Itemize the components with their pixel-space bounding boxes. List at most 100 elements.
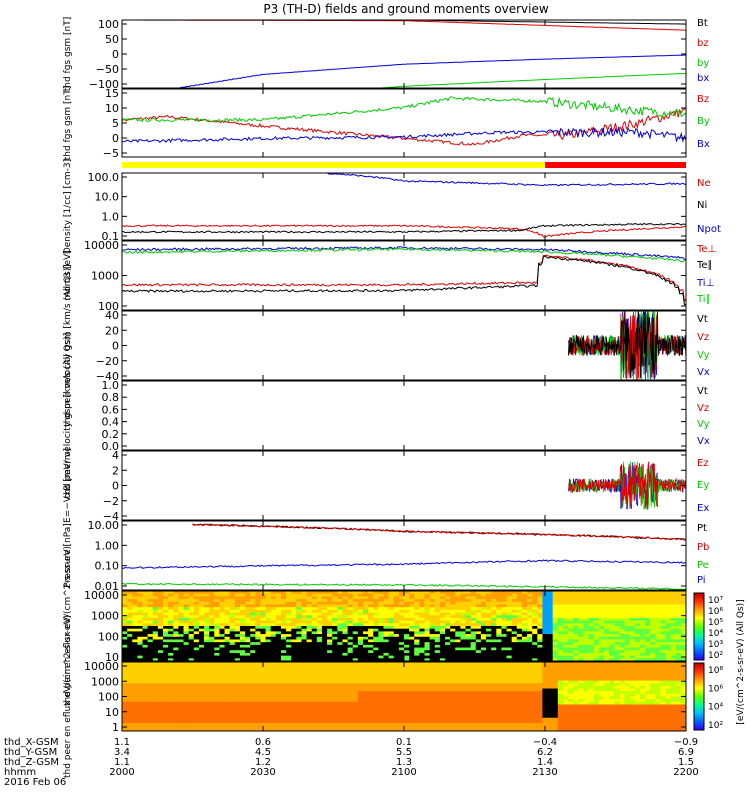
spectrogram-cell bbox=[655, 631, 661, 635]
spectrogram-cell bbox=[142, 593, 149, 597]
spectrogram-cell bbox=[306, 636, 313, 641]
spectrogram-cell bbox=[291, 728, 297, 731]
spectrogram-cell bbox=[362, 720, 369, 724]
spectrogram-cell bbox=[501, 607, 508, 611]
spectrogram-cell bbox=[547, 631, 554, 635]
spectrogram-cell bbox=[142, 615, 149, 619]
spectrogram-cell bbox=[378, 720, 385, 724]
spectrogram-cell bbox=[450, 709, 456, 714]
spectrogram-cell bbox=[280, 612, 287, 616]
spectrogram-cell bbox=[557, 644, 564, 649]
spectrogram-cell bbox=[224, 647, 231, 651]
spectrogram-cell bbox=[311, 607, 318, 611]
spectrogram-cell bbox=[239, 691, 246, 695]
spectrogram-cell bbox=[173, 615, 179, 619]
spectrogram-cell bbox=[362, 691, 369, 695]
spectrogram-cell bbox=[573, 658, 579, 661]
spectrogram-cell bbox=[209, 623, 215, 627]
spectrogram-cell bbox=[378, 717, 385, 721]
spectrogram-cell bbox=[275, 655, 282, 659]
spectrogram-cell bbox=[327, 647, 333, 651]
spectrogram-cell bbox=[424, 683, 431, 687]
spectrogram-cell bbox=[157, 672, 164, 676]
spectrogram-cell bbox=[342, 609, 349, 614]
spectrogram-cell bbox=[188, 642, 195, 646]
spectrogram-cell bbox=[178, 599, 185, 603]
spectrogram-cell bbox=[398, 599, 405, 603]
spectrogram-cell bbox=[429, 631, 436, 635]
spectrogram-cell bbox=[255, 669, 262, 674]
spectrogram-cell bbox=[342, 612, 349, 616]
spectrogram-cell bbox=[127, 620, 133, 624]
spectrogram-cell bbox=[337, 699, 344, 703]
spectrogram-cell bbox=[255, 652, 262, 657]
spectrogram-cell bbox=[311, 609, 318, 614]
spectrogram-cell bbox=[388, 728, 395, 731]
spectrogram-cell bbox=[178, 626, 185, 630]
spectrogram-cell bbox=[368, 628, 374, 632]
spectrogram-cell bbox=[665, 615, 672, 619]
spectrogram-cell bbox=[127, 723, 133, 727]
spectrogram-cell bbox=[260, 634, 267, 638]
spectrogram-cell bbox=[286, 672, 292, 676]
spectrogram-cell bbox=[629, 604, 636, 608]
spectrogram-cell bbox=[368, 728, 374, 731]
spectrogram-cell bbox=[316, 725, 323, 729]
spectrogram-cell bbox=[450, 626, 456, 630]
spectrogram-cell bbox=[168, 634, 174, 638]
spectrogram-cell bbox=[214, 609, 221, 614]
spectrogram-cell bbox=[342, 650, 349, 654]
spectrogram-cell bbox=[255, 617, 262, 622]
spectrogram-cell bbox=[475, 652, 482, 657]
spectrogram-cell bbox=[562, 652, 569, 657]
spectrogram-cell bbox=[173, 639, 179, 643]
spectrogram-cell bbox=[152, 720, 159, 724]
spectrogram-cell bbox=[291, 723, 297, 727]
spectrogram-cell bbox=[414, 612, 420, 616]
spectrogram-cell bbox=[562, 612, 569, 616]
spectrogram-cell bbox=[280, 596, 287, 600]
spectrogram-cell bbox=[193, 672, 200, 676]
spectrogram-cell bbox=[337, 717, 344, 721]
spectrogram-cell bbox=[321, 723, 328, 727]
spectrogram-cell bbox=[439, 650, 446, 654]
spectrogram-cell bbox=[296, 617, 303, 622]
spectrogram-cell bbox=[501, 617, 508, 622]
spectrogram-cell bbox=[424, 658, 431, 661]
spectrogram-cell bbox=[342, 664, 349, 668]
spectrogram-cell bbox=[127, 712, 133, 716]
spectrogram-cell bbox=[316, 715, 323, 719]
spectrogram-cell bbox=[470, 599, 477, 603]
spectrogram-cell bbox=[306, 626, 313, 630]
spectrogram-cell bbox=[250, 677, 256, 682]
spectrogram-cell bbox=[614, 599, 620, 603]
spectrogram-cell bbox=[198, 628, 205, 632]
spectrogram-cell bbox=[224, 693, 231, 698]
spectrogram-cell bbox=[321, 601, 328, 606]
spectrogram-cell bbox=[624, 634, 631, 638]
spectrogram-cell bbox=[321, 685, 328, 690]
spectrogram-cell bbox=[137, 691, 144, 695]
spectrogram-cell bbox=[316, 675, 323, 679]
spectrogram-cell bbox=[198, 617, 205, 622]
legend-entry: By bbox=[697, 116, 710, 127]
spectrogram-cell bbox=[291, 631, 297, 635]
spectrogram-cell bbox=[152, 601, 159, 606]
spectrogram-cell bbox=[424, 675, 431, 679]
spectrogram-cell bbox=[245, 658, 251, 661]
spectrogram-cell bbox=[404, 688, 410, 692]
spectrogram-cell bbox=[480, 644, 487, 649]
spectrogram-cell bbox=[342, 658, 349, 661]
spectrogram-cell bbox=[491, 631, 497, 635]
spectrogram-cell bbox=[173, 620, 179, 624]
spectrogram-cell bbox=[455, 669, 461, 674]
spectrogram-cell bbox=[419, 626, 426, 630]
spectrogram-cell bbox=[188, 709, 195, 714]
spectrogram-cell bbox=[511, 639, 518, 643]
spectrogram-cell bbox=[357, 662, 364, 666]
spectrogram-cell bbox=[204, 691, 210, 695]
spectrogram-cell bbox=[342, 677, 349, 682]
spectrogram-cell bbox=[321, 604, 328, 608]
y-axis-label: thd peer velocity gsm [km/s (All Qs)] bbox=[63, 333, 73, 499]
spectrogram-cell bbox=[368, 639, 374, 643]
